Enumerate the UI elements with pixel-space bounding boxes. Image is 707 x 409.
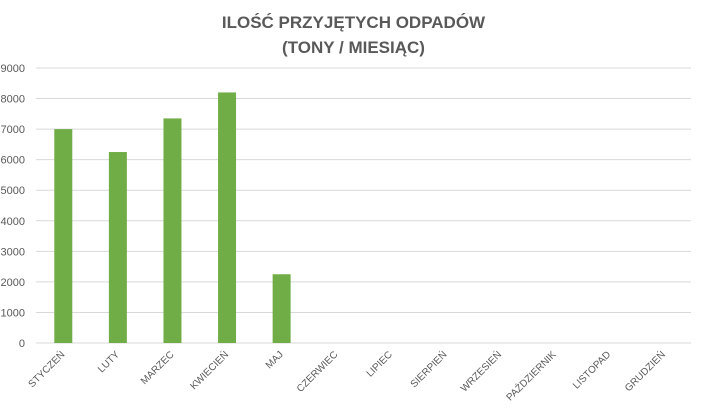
y-tick-label: 8000 (1, 94, 25, 106)
gridlines (36, 67, 691, 344)
y-axis-ticks: 0 1000 2000 3000 4000 5000 6000 7000 8000 9000 (1, 63, 25, 350)
x-tick-label: MARZEC (139, 349, 177, 387)
x-tick-label: STYCZEŃ (25, 348, 67, 390)
x-tick-label: GRUDZIEŃ (622, 348, 668, 394)
chart-title-line-1: ILOŚĆ PRZYJĘTYCH ODPADÓW (221, 13, 486, 32)
y-tick-label: 0 (19, 338, 25, 350)
x-tick-label: CZERWIEC (295, 349, 340, 394)
bars (54, 92, 291, 344)
bar (163, 118, 182, 344)
y-tick-label: 2000 (1, 277, 25, 289)
bar (108, 152, 127, 343)
bar (272, 274, 291, 343)
x-tick-label: SIERPIEŃ (407, 348, 449, 390)
bar (54, 129, 73, 343)
y-tick-label: 7000 (1, 124, 25, 136)
x-tick-label: WRZESIEŃ (458, 348, 505, 395)
x-tick-label: LIPIEC (365, 349, 395, 379)
x-tick-label: MAJ (264, 349, 286, 371)
x-tick-label: PAŹDZIERNIK (503, 348, 559, 404)
y-tick-label: 1000 (1, 307, 25, 319)
x-tick-label: KWIECIEŃ (187, 348, 231, 392)
y-tick-label: 5000 (1, 185, 25, 197)
y-tick-label: 9000 (1, 63, 25, 75)
bar (218, 92, 237, 343)
y-tick-label: 6000 (1, 155, 25, 167)
x-axis-ticks: STYCZEŃ LUTY MARZEC KWIECIEŃ MAJ CZERWIEC LIPI… (25, 348, 668, 404)
x-tick-label: LISTOPAD (571, 349, 613, 391)
y-tick-label: 3000 (1, 246, 25, 258)
chart-title-line-2: (TONY / MIESIĄC) (282, 38, 425, 57)
y-tick-label: 4000 (1, 216, 25, 228)
x-tick-label: LUTY (96, 349, 122, 375)
